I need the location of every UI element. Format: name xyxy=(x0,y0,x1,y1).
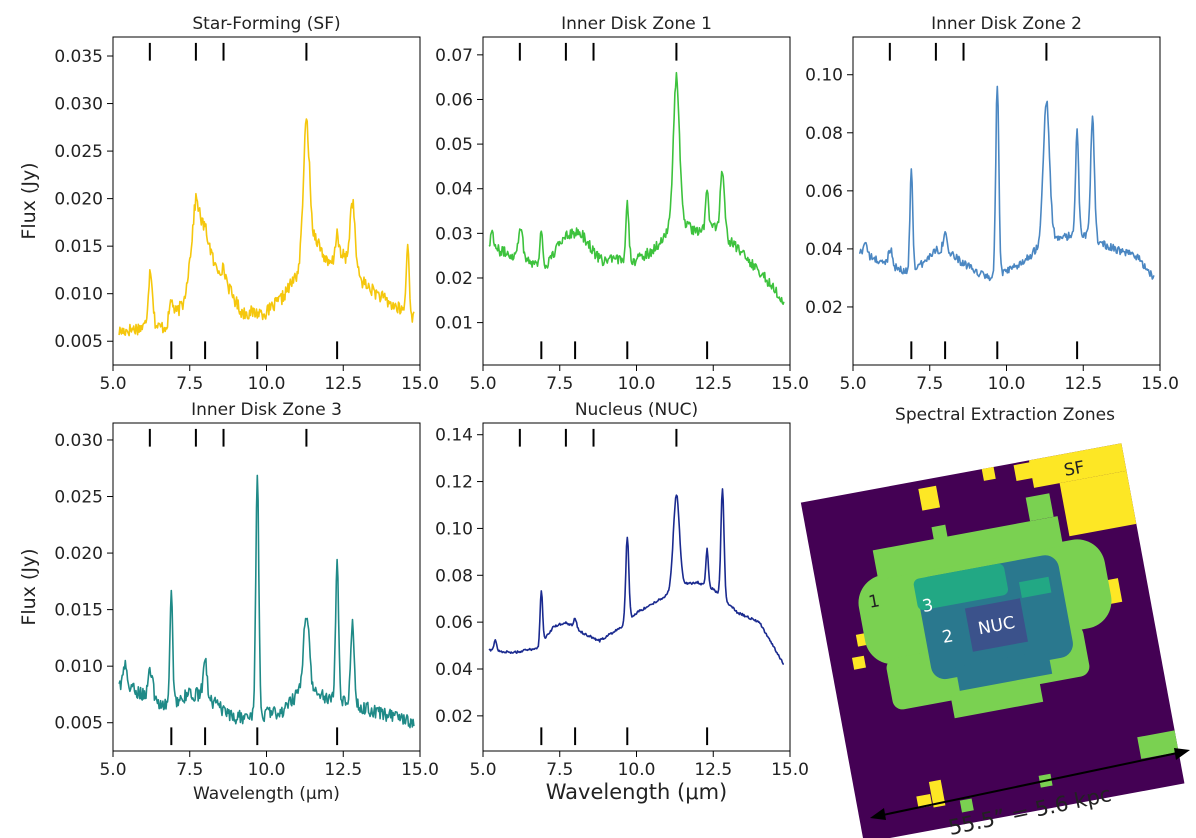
zone-label-1: 1 xyxy=(867,591,881,613)
y-tick-label: 0.02 xyxy=(435,269,473,289)
zone-map: SF 1 3 2 NUC xyxy=(800,443,1185,838)
x-tick-label: 7.5 xyxy=(176,760,203,780)
x-tick-label: 15.0 xyxy=(771,760,809,780)
spectrum-line xyxy=(488,71,785,305)
y-tick-label: 0.12 xyxy=(435,473,473,493)
map-title: Spectral Extraction Zones xyxy=(895,405,1115,425)
x-tick-label: 5.0 xyxy=(99,374,126,394)
spectrum-line xyxy=(858,85,1155,282)
y-tick-label: 0.010 xyxy=(54,285,103,305)
x-tick-label: 15.0 xyxy=(1141,374,1179,394)
y-tick-label: 0.03 xyxy=(435,224,473,244)
x-tick-label: 5.0 xyxy=(839,374,866,394)
x-tick-label: 5.0 xyxy=(469,760,496,780)
chart-panel-4: Inner Disk Zone 3 5.0 7.5 10.0 12.5 15.0 0.005… xyxy=(18,400,439,804)
y-tick-label: 0.10 xyxy=(805,66,843,86)
y-tick-label: 0.025 xyxy=(54,142,103,162)
spectrum-line xyxy=(118,118,415,337)
y-tick-label: 0.04 xyxy=(435,180,473,200)
y-tick-label: 0.020 xyxy=(54,190,103,210)
chart-panel-3: Inner Disk Zone 2 5.0 7.5 10.0 12.5 15.0 0.02 0… xyxy=(805,14,1179,394)
x-tick-label: 7.5 xyxy=(916,374,943,394)
x-tick-label: 12.5 xyxy=(324,760,362,780)
panel-title: Inner Disk Zone 3 xyxy=(191,400,342,420)
y-tick-label: 0.02 xyxy=(805,298,843,318)
x-tick-label: 7.5 xyxy=(546,760,573,780)
x-tick-label: 15.0 xyxy=(401,374,439,394)
x-tick-label: 10.0 xyxy=(618,760,656,780)
x-tick-label: 10.0 xyxy=(618,374,656,394)
panel-title: Nucleus (NUC) xyxy=(575,400,698,420)
plot-frame xyxy=(482,422,791,752)
y-tick-label: 0.025 xyxy=(54,488,103,508)
x-axis-label: Wavelength (μm) xyxy=(546,780,727,804)
x-tick-label: 12.5 xyxy=(694,760,732,780)
x-tick-label: 15.0 xyxy=(771,374,809,394)
panel-title: Inner Disk Zone 1 xyxy=(561,14,712,34)
y-tick-label: 0.04 xyxy=(435,660,473,680)
y-tick-label: 0.01 xyxy=(435,314,473,334)
plot-frame xyxy=(852,36,1161,366)
y-tick-label: 0.06 xyxy=(435,90,473,110)
y-axis-label: Flux (Jy) xyxy=(18,548,40,625)
panel-title: Inner Disk Zone 2 xyxy=(931,14,1082,34)
plot-frame xyxy=(482,36,791,366)
spectrum-line xyxy=(118,474,415,729)
y-tick-label: 0.035 xyxy=(54,47,103,67)
y-tick-label: 0.015 xyxy=(54,601,103,621)
plot-frame xyxy=(112,36,421,366)
x-tick-label: 12.5 xyxy=(324,374,362,394)
y-tick-label: 0.07 xyxy=(435,46,473,66)
nucleus-zone xyxy=(964,598,1028,652)
y-tick-label: 0.06 xyxy=(435,613,473,633)
x-tick-label: 7.5 xyxy=(176,374,203,394)
zone-label-3: 3 xyxy=(921,595,935,617)
chart-panel-2: Inner Disk Zone 1 5.0 7.5 10.0 12.5 15.0 0.01 0… xyxy=(435,14,809,394)
y-tick-label: 0.020 xyxy=(54,544,103,564)
y-tick-label: 0.02 xyxy=(435,707,473,727)
y-tick-label: 0.08 xyxy=(805,124,843,144)
y-tick-label: 0.06 xyxy=(805,182,843,202)
y-tick-label: 0.030 xyxy=(54,431,103,451)
zone-label-sf: SF xyxy=(1062,458,1086,481)
zone-3 xyxy=(913,563,1052,611)
y-tick-label: 0.14 xyxy=(435,426,473,446)
x-axis-label: Wavelength (μm) xyxy=(193,784,340,804)
chart-panel-1: Star-Forming (SF) 5.0 7.5 10.0 12.5 15.0 0.005… xyxy=(18,14,439,394)
x-tick-label: 5.0 xyxy=(99,760,126,780)
y-tick-label: 0.05 xyxy=(435,135,473,155)
y-tick-label: 0.10 xyxy=(435,519,473,539)
sf-zone xyxy=(851,443,1137,809)
y-tick-label: 0.015 xyxy=(54,237,103,257)
zone-label-2: 2 xyxy=(941,626,955,648)
y-tick-label: 0.08 xyxy=(435,566,473,586)
plot-frame xyxy=(112,422,421,752)
x-tick-label: 7.5 xyxy=(546,374,573,394)
y-axis-label: Flux (Jy) xyxy=(18,162,40,239)
y-tick-label: 0.010 xyxy=(54,657,103,677)
y-tick-label: 0.005 xyxy=(54,714,103,734)
y-tick-label: 0.04 xyxy=(805,240,843,260)
x-tick-label: 12.5 xyxy=(1064,374,1102,394)
x-tick-label: 10.0 xyxy=(988,374,1026,394)
x-tick-label: 10.0 xyxy=(248,374,286,394)
y-tick-label: 0.005 xyxy=(54,332,103,352)
y-tick-label: 0.030 xyxy=(54,95,103,115)
spectrum-line xyxy=(488,488,784,665)
x-tick-label: 10.0 xyxy=(248,760,286,780)
panel-title: Star-Forming (SF) xyxy=(192,14,340,34)
x-tick-label: 15.0 xyxy=(401,760,439,780)
x-tick-label: 12.5 xyxy=(694,374,732,394)
chart-panel-5: Nucleus (NUC) 5.0 7.5 10.0 12.5 15.0 0.02 0.04 0… xyxy=(435,400,809,804)
x-tick-label: 5.0 xyxy=(469,374,496,394)
